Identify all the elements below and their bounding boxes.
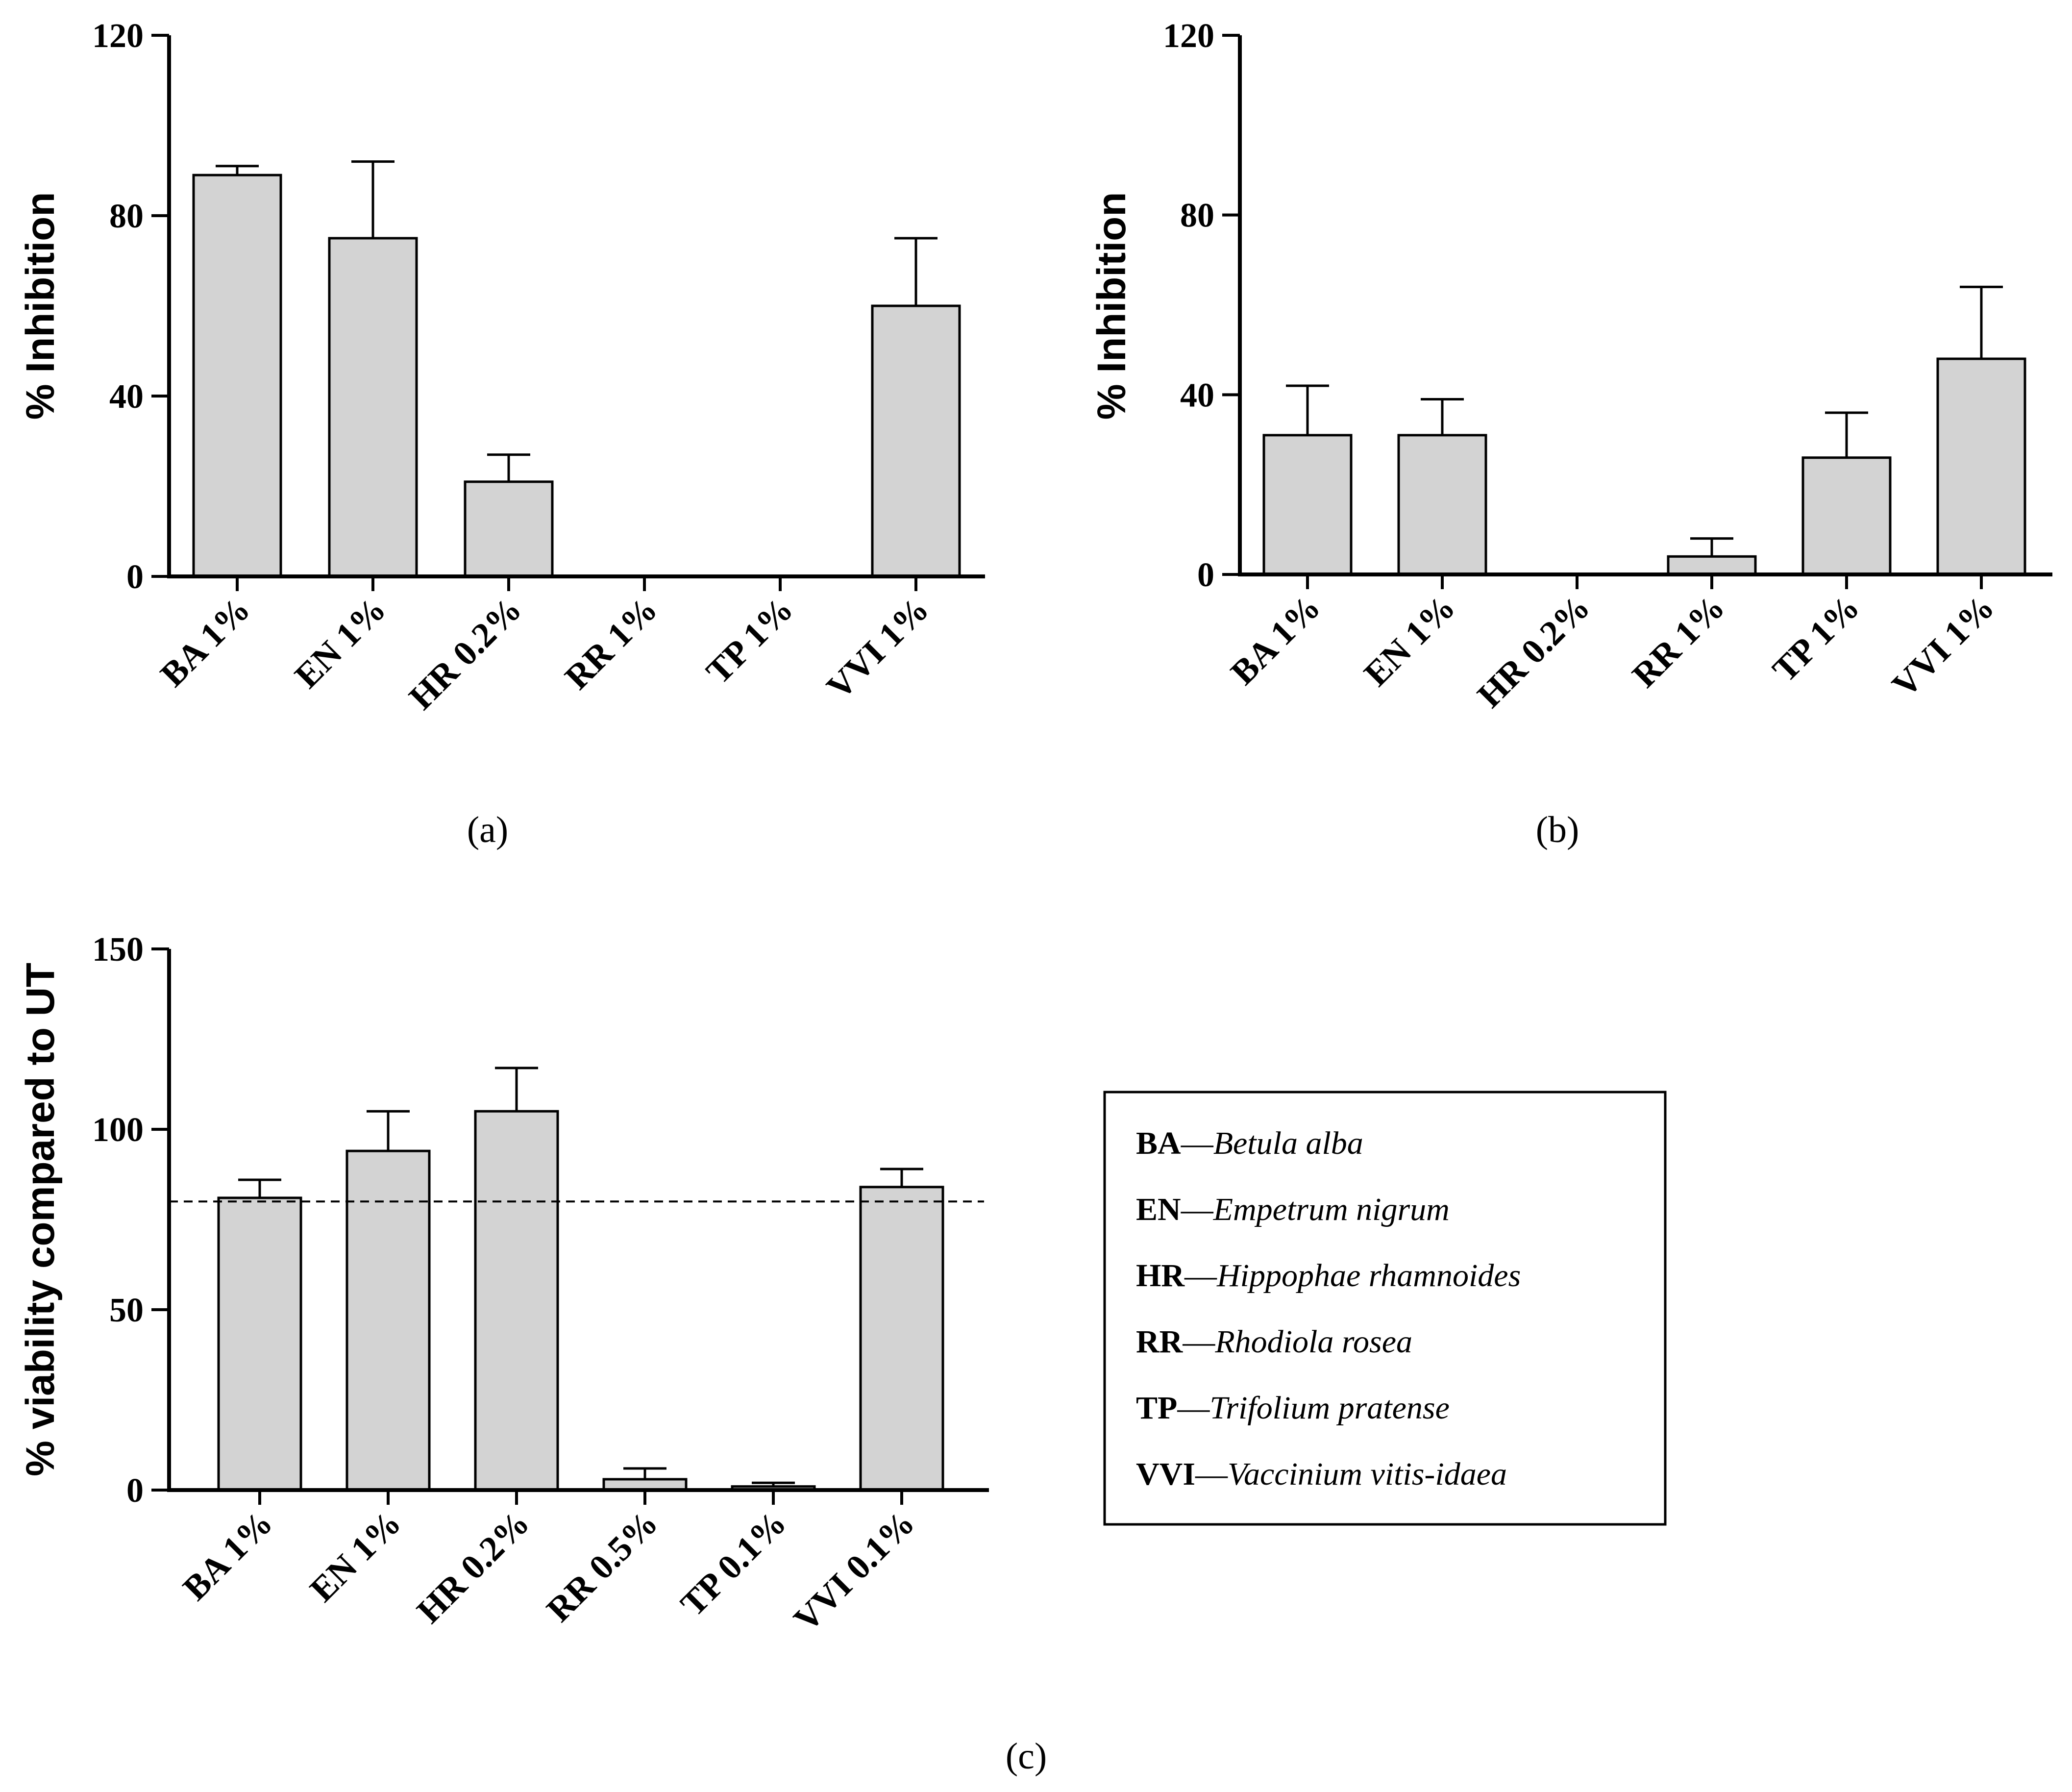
legend-abbr: RR	[1136, 1324, 1184, 1360]
y-axis-title: % viability compared to UT	[18, 963, 63, 1476]
legend-species-name: Trifolium pratense	[1209, 1390, 1450, 1426]
panel-label: (c)	[1006, 1736, 1047, 1777]
legend-separator: —	[1177, 1390, 1210, 1426]
bar-hr-0-2-	[474, 1110, 559, 1492]
bar-en-1-	[1397, 434, 1487, 576]
y-tick-label: 150	[92, 931, 144, 969]
y-tick-label: 120	[92, 17, 144, 55]
bar-rr-1-	[1667, 555, 1757, 576]
legend-separator: —	[1181, 1192, 1214, 1227]
legend-entry-en: EN—Empetrum nigrum	[1136, 1192, 1450, 1227]
legend-entry-vvi: VVI—Vaccinium vitis-idaea	[1136, 1456, 1507, 1492]
y-tick-label: 0	[126, 558, 144, 596]
y-tick-label: 40	[109, 378, 144, 416]
y-tick-label: 80	[1180, 197, 1214, 235]
legend-separator: —	[1184, 1258, 1217, 1294]
legend-separator: —	[1195, 1456, 1228, 1492]
bar-vvi-1-	[1936, 357, 2026, 576]
bar-en-1-	[345, 1149, 431, 1492]
legend-species-name: Hippophae rhamnoides	[1216, 1258, 1521, 1294]
y-tick-label: 0	[126, 1472, 144, 1510]
legend-entry-ba: BA—Betula alba	[1136, 1125, 1363, 1161]
legend-abbr: VVI	[1136, 1456, 1195, 1492]
y-axis-title: % Inhibition	[1089, 192, 1134, 420]
bar-vvi-1-	[871, 304, 961, 578]
bar-vvi-0-1-	[859, 1186, 944, 1492]
panel-label: (a)	[467, 809, 508, 850]
legend-frame	[1103, 1091, 1667, 1526]
y-tick-label: 50	[109, 1292, 144, 1329]
legend-abbr: EN	[1136, 1192, 1181, 1227]
y-tick-label: 0	[1197, 556, 1214, 594]
legend-abbr: HR	[1136, 1258, 1185, 1294]
panel-label: (b)	[1536, 809, 1579, 850]
y-tick-label: 100	[92, 1111, 144, 1149]
bar-ba-1-	[217, 1196, 302, 1492]
legend-species-name: Vaccinium vitis-idaea	[1228, 1456, 1507, 1492]
bar-ba-1-	[1262, 434, 1353, 576]
legend-species-name: Rhodiola rosea	[1214, 1324, 1412, 1360]
legend-abbr: BA	[1136, 1125, 1181, 1161]
bar-tp-1-	[1801, 456, 1892, 576]
legend-entry-tp: TP—Trifolium pratense	[1136, 1390, 1450, 1426]
legend-entry-rr: RR—Rhodiola rosea	[1136, 1324, 1412, 1360]
legend-species-name: Betula alba	[1213, 1125, 1363, 1161]
y-tick-label: 120	[1163, 17, 1214, 55]
bar-hr-0-2-	[464, 480, 554, 578]
y-tick-label: 40	[1180, 376, 1214, 414]
legend-separator: —	[1182, 1324, 1215, 1360]
legend-species-name: Empetrum nigrum	[1213, 1192, 1450, 1227]
legend-entry-hr: HR—Hippophae rhamnoides	[1136, 1258, 1521, 1294]
bar-en-1-	[328, 237, 418, 578]
legend-abbr: TP	[1136, 1390, 1177, 1426]
y-axis-title: % Inhibition	[18, 192, 63, 420]
bar-ba-1-	[192, 174, 282, 578]
legend-separator: —	[1181, 1125, 1214, 1161]
y-tick-label: 80	[109, 198, 144, 235]
